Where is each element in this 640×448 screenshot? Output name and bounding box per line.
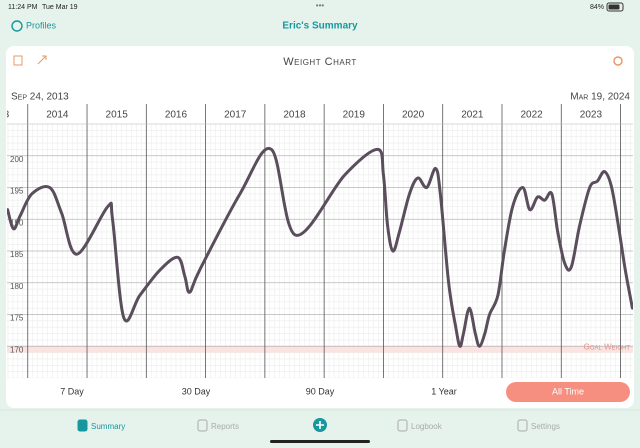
y-tick-label: 185 bbox=[10, 250, 24, 259]
expand-button[interactable] bbox=[37, 55, 47, 65]
period-button[interactable]: All Time bbox=[552, 386, 584, 396]
profile-icon bbox=[11, 20, 23, 32]
chart-title: Weight Chart bbox=[283, 56, 356, 68]
add-icon bbox=[316, 421, 324, 429]
period-button[interactable]: 30 Day bbox=[182, 386, 211, 396]
y-tick-label: 195 bbox=[10, 187, 24, 196]
year-label: 2023 bbox=[580, 110, 603, 121]
nav-title: Eric's Summary bbox=[282, 21, 358, 32]
settings-button[interactable] bbox=[613, 56, 623, 66]
year-label: 2018 bbox=[283, 110, 306, 121]
share-button[interactable] bbox=[13, 55, 23, 66]
selected-period-pill bbox=[506, 382, 630, 402]
goal-band bbox=[7, 346, 633, 353]
year-label: 2013 bbox=[0, 110, 10, 121]
tab-label[interactable]: Summary bbox=[91, 422, 125, 431]
status-time: 11:24 PM bbox=[8, 4, 38, 11]
plot-area: Goal Weight 2013 2014 2015 2016 2017 2018 2019 2… bbox=[0, 104, 633, 378]
year-label: 2022 bbox=[521, 110, 544, 121]
year-label: 2021 bbox=[461, 110, 484, 121]
battery-level bbox=[608, 4, 620, 10]
weight-line bbox=[7, 146, 633, 348]
period-button[interactable]: 7 Day bbox=[60, 386, 84, 396]
status-battery: 84% bbox=[590, 4, 604, 11]
year-label: 2016 bbox=[165, 110, 188, 121]
battery-icon bbox=[606, 2, 624, 12]
profiles-label[interactable]: Profiles bbox=[26, 20, 57, 30]
year-label: 2014 bbox=[46, 110, 69, 121]
tab-label[interactable]: Settings bbox=[531, 422, 560, 431]
home-indicator bbox=[270, 440, 370, 443]
tab-label[interactable]: Reports bbox=[211, 422, 239, 431]
tab-bar: Summary Reports Logbook Settings bbox=[77, 419, 560, 432]
end-date: Mar 19, 2024 bbox=[570, 92, 630, 103]
goal-label: Goal Weight bbox=[584, 342, 631, 351]
tab-icon bbox=[77, 419, 88, 432]
y-tick-label: 170 bbox=[10, 345, 24, 354]
period-selector: 7 Day 30 Day 90 Day 1 Year All Time bbox=[60, 382, 630, 402]
plot-background bbox=[7, 104, 633, 378]
year-label: 2017 bbox=[224, 110, 247, 121]
y-tick-label: 200 bbox=[10, 155, 24, 164]
multitask-dots: ••• bbox=[316, 1, 325, 10]
status-date: Tue Mar 19 bbox=[42, 4, 78, 11]
profiles-button[interactable]: Profiles bbox=[11, 20, 57, 32]
period-button[interactable]: 1 Year bbox=[431, 386, 457, 396]
year-label: 2020 bbox=[402, 110, 425, 121]
year-label: 2015 bbox=[106, 110, 129, 121]
tab-label[interactable]: Logbook bbox=[411, 422, 443, 431]
period-button[interactable]: 90 Day bbox=[306, 386, 335, 396]
y-tick-label: 180 bbox=[10, 282, 24, 291]
tab-icon bbox=[397, 419, 408, 432]
start-date: Sep 24, 2013 bbox=[11, 92, 69, 103]
y-tick-label: 175 bbox=[10, 314, 24, 323]
tab-icon bbox=[517, 419, 528, 432]
tab-icon bbox=[197, 419, 208, 432]
year-label: 2019 bbox=[343, 110, 366, 121]
